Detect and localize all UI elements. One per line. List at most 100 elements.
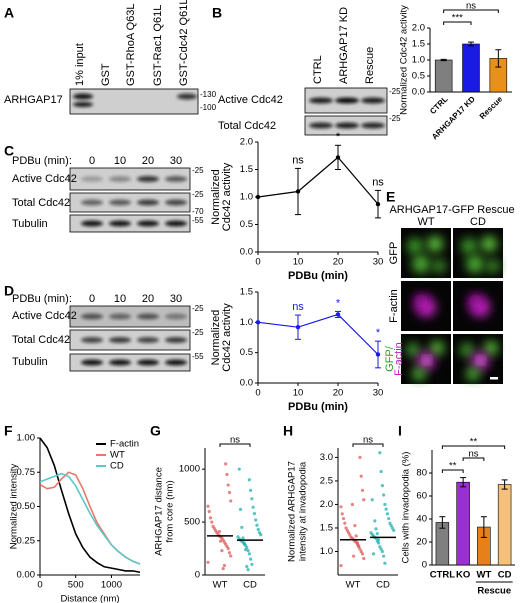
x-tick-label: WT [213, 580, 228, 591]
point [383, 561, 387, 565]
y-tick-label: 1.0 [240, 317, 253, 328]
band [137, 199, 159, 206]
image-title: ARHGAP17-GFP Rescue [389, 204, 514, 216]
band [81, 176, 103, 182]
point [348, 533, 352, 537]
bar [434, 59, 453, 93]
bar [462, 43, 480, 93]
point [245, 564, 249, 569]
lane-label: 30 [170, 293, 182, 305]
significance-label: ns [468, 449, 478, 460]
series-line [257, 156, 379, 205]
x-tick-label: 30 [373, 257, 384, 268]
band [137, 313, 159, 320]
panel-label: B [212, 5, 222, 21]
y-tick-label: 3.0 [320, 452, 333, 463]
point [343, 521, 347, 525]
row-label: GFP [388, 242, 400, 265]
y-axis-label: Cdc42 activity [221, 303, 233, 372]
point [224, 462, 228, 466]
row-label: Active Cdc42 [12, 173, 77, 185]
point [255, 523, 259, 527]
signal [432, 259, 446, 273]
panel-label: D [4, 283, 14, 299]
point [360, 488, 365, 492]
point [249, 557, 253, 561]
point [341, 516, 346, 521]
band [137, 359, 159, 366]
point [370, 498, 374, 502]
blot-strip [69, 88, 199, 115]
point [295, 189, 301, 194]
point [339, 505, 343, 509]
row-label: GFP/ [384, 345, 396, 372]
y-axis-label: Cells with invadopodia (%) [401, 452, 412, 564]
lane-label: 30 [170, 155, 182, 167]
point [384, 507, 388, 511]
row-label: F-actin [393, 342, 405, 376]
mw-marker: -25 [192, 328, 204, 337]
point [242, 542, 246, 546]
mw-marker: -70 [192, 207, 204, 216]
x-tick-label: CD [498, 570, 512, 581]
point [229, 499, 233, 503]
point [380, 549, 384, 554]
significance-label: ns [466, 1, 476, 12]
lane-label: GST-Rac1 Q61L [152, 5, 164, 86]
mw-marker: -55 [192, 216, 204, 225]
signal [414, 294, 428, 308]
signal [481, 236, 497, 252]
series-line [257, 313, 379, 355]
y-tick-label: 60 [416, 491, 427, 502]
point [354, 534, 358, 538]
point [357, 544, 361, 548]
y-axis-label: Normalized intensity [9, 463, 20, 549]
y-tick-label: 20 [416, 537, 427, 548]
lane-label: 20 [142, 155, 154, 167]
point [376, 538, 381, 542]
band [177, 93, 197, 100]
significance-bracket [352, 443, 384, 447]
y-axis-label: ARHGAP17 distance [154, 467, 165, 556]
x-axis-label: PDBu (min) [288, 270, 348, 282]
signal [406, 343, 420, 357]
y-tick-label: 500 [184, 517, 200, 528]
lane-label: GST-RhoA Q63L [125, 3, 137, 86]
mw-marker: -25 [389, 87, 401, 96]
significance-bracket [443, 9, 499, 13]
panel-label: C [4, 143, 14, 159]
y-tick-label: 2.0 [320, 499, 333, 510]
row-label: F-actin [388, 289, 400, 323]
point [383, 502, 387, 507]
point [206, 560, 210, 564]
point [249, 488, 253, 492]
y-tick-label: 1.5 [240, 164, 253, 175]
x-tick-label: WT [346, 580, 361, 591]
y-tick-label: 0 [422, 560, 427, 571]
panel-label: G [150, 423, 161, 439]
y-tick-label: 1.0 [320, 546, 333, 557]
x-tick-label: 30 [373, 388, 384, 399]
point [353, 524, 357, 528]
y-tick-label: 1.5 [320, 522, 333, 533]
signal [466, 367, 480, 381]
band [109, 220, 131, 227]
panel-label: E [386, 189, 395, 205]
point [362, 498, 366, 502]
lane-label: ARHGAP17 KD [338, 7, 350, 84]
point [222, 563, 227, 568]
point [243, 548, 248, 552]
panel-label: A [4, 5, 14, 21]
y-tick-label: 1000 [179, 464, 200, 475]
point [379, 469, 383, 474]
significance-label: ns [292, 301, 304, 313]
y-tick-label: 1.5 [240, 287, 253, 298]
signal [466, 255, 484, 273]
group-label: Rescue [477, 586, 511, 597]
lane-label: Rescue [364, 47, 376, 84]
signal [460, 343, 474, 357]
blot: PDBu (min): 0 10 20 30 Active Cdc42 Total Cdc4… [12, 155, 204, 233]
x-tick-label: 10 [293, 388, 304, 399]
point [208, 516, 213, 520]
point [247, 478, 251, 482]
